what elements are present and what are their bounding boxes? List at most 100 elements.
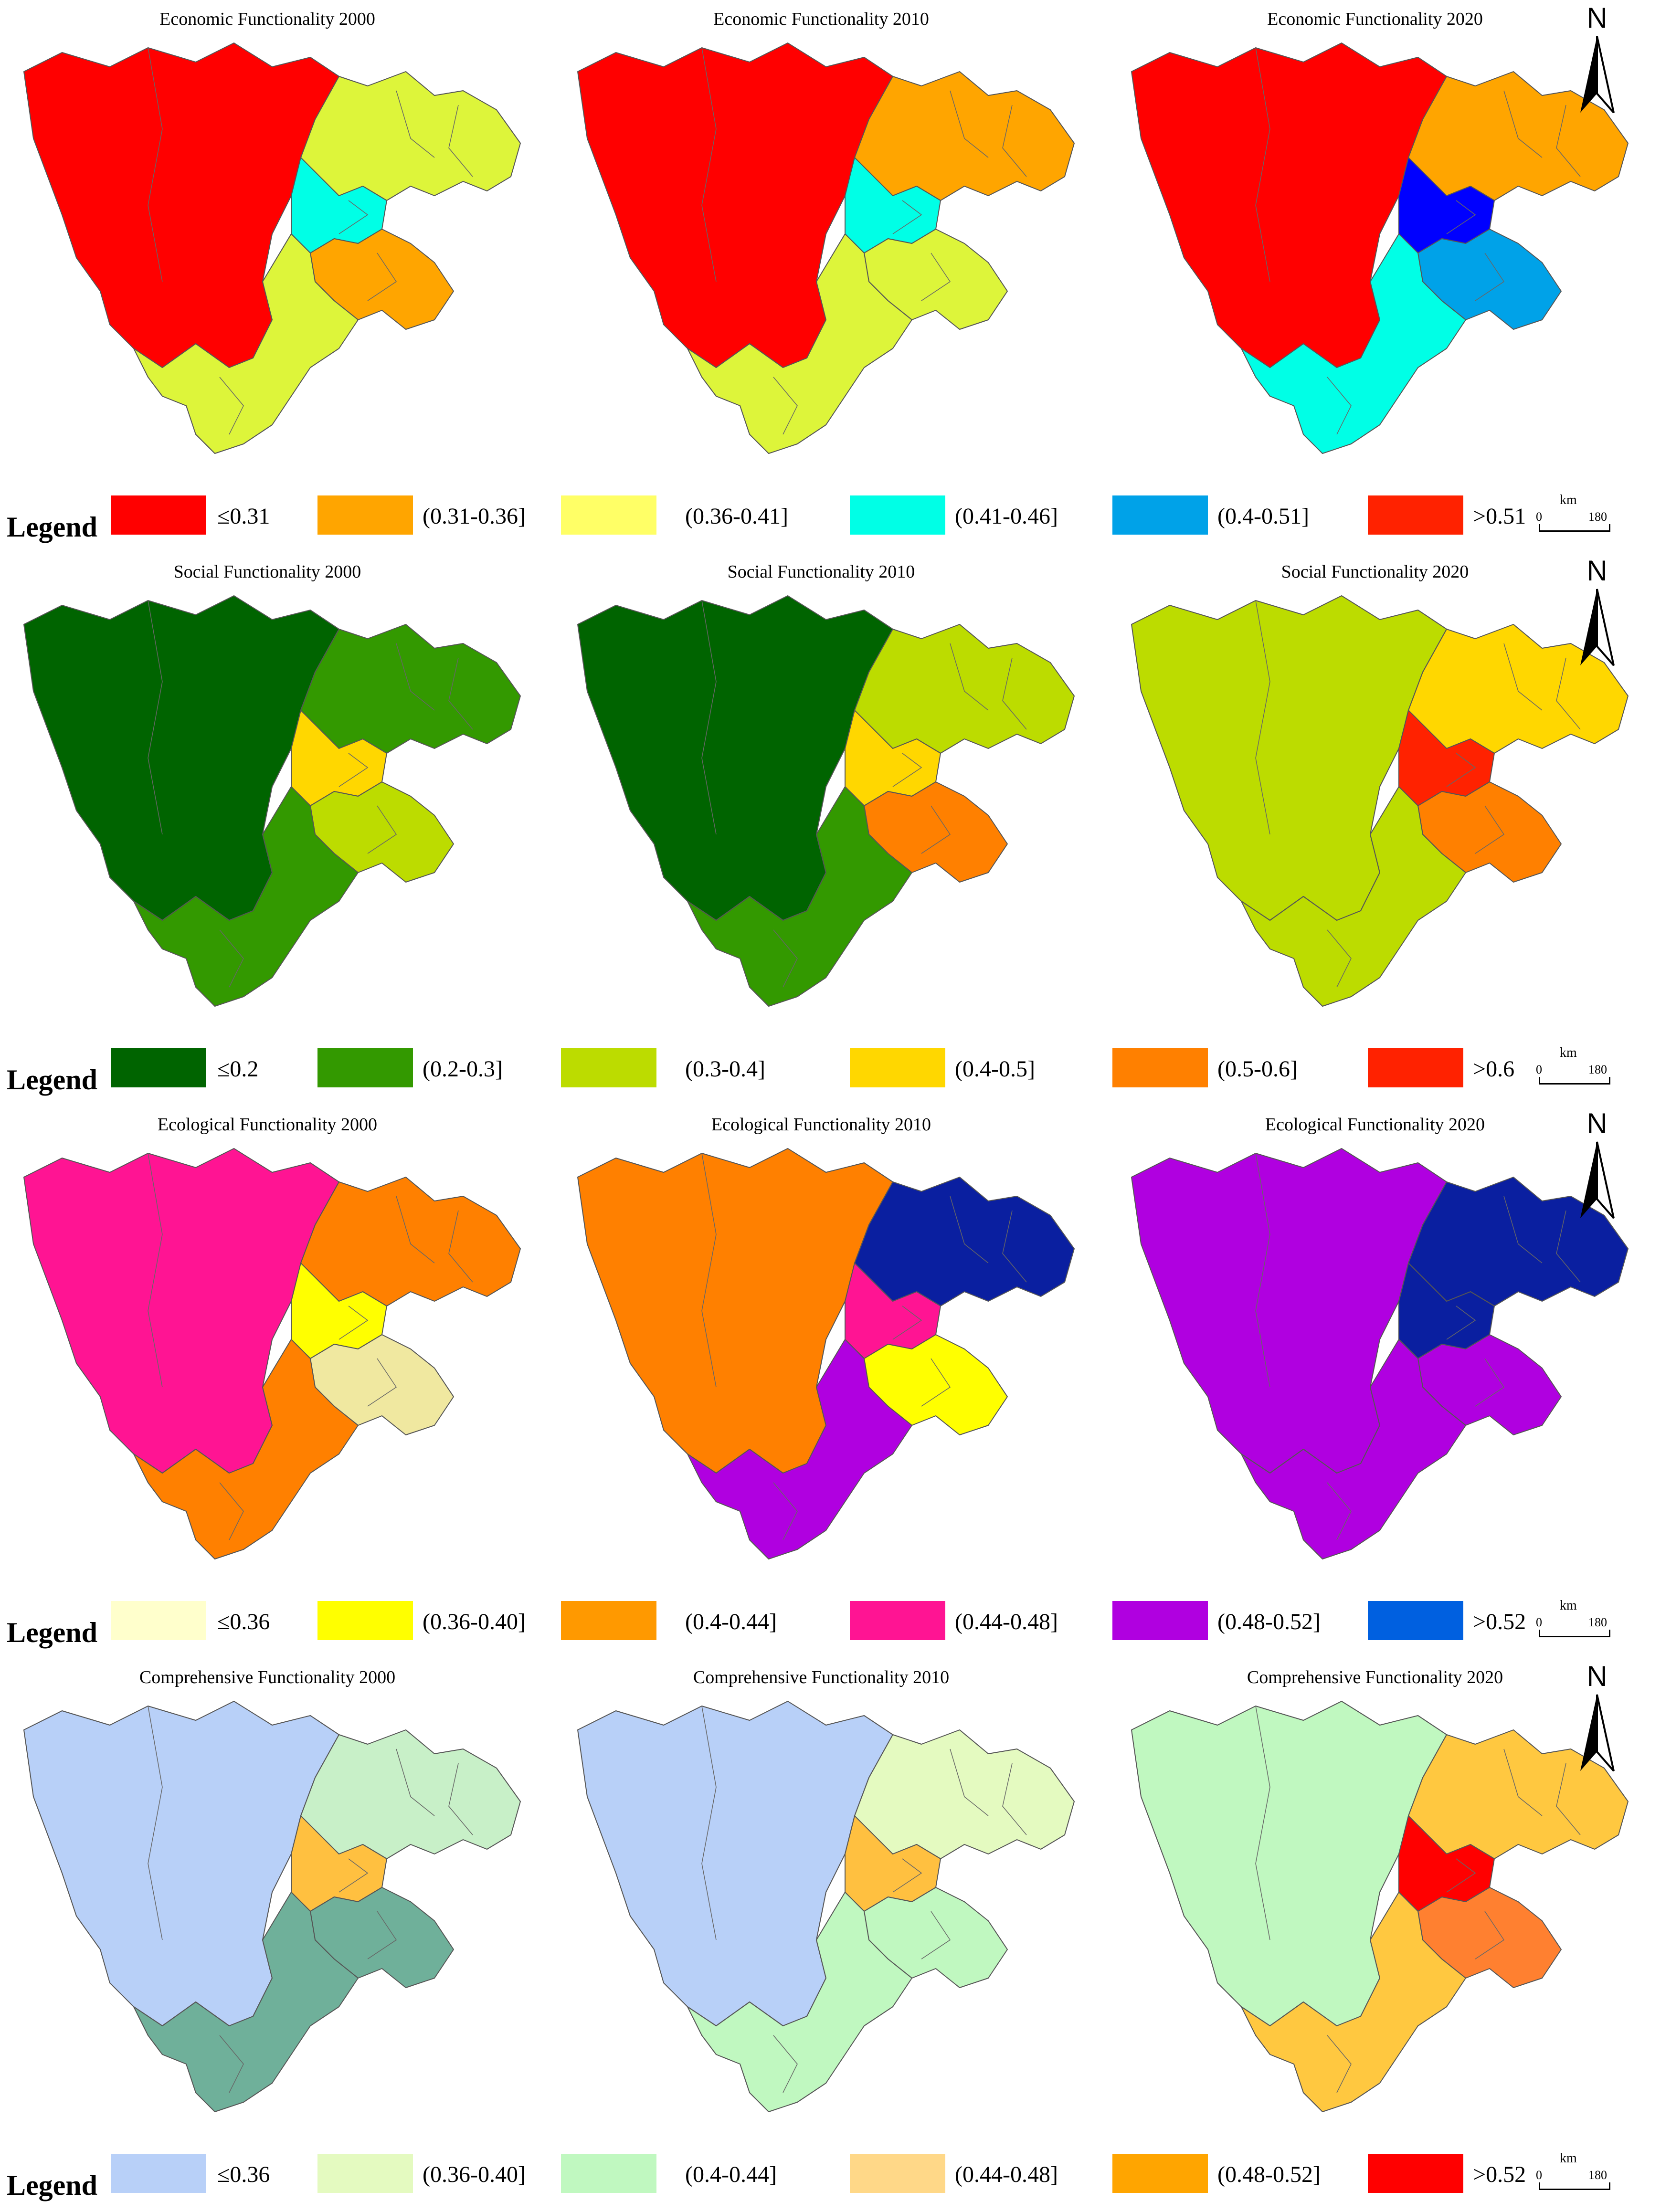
district-boundary bbox=[701, 47, 717, 282]
district-boundary bbox=[1002, 657, 1027, 730]
district-boundary bbox=[338, 1306, 369, 1340]
scale-unit: km bbox=[1560, 2151, 1577, 2166]
legend-swatch bbox=[561, 2154, 656, 2193]
legend-title: Legend bbox=[7, 2170, 98, 2201]
region-south bbox=[133, 1892, 359, 2112]
district-boundary bbox=[892, 753, 922, 787]
legend-label: (0.36-0.41] bbox=[685, 504, 788, 529]
district-boundary bbox=[1446, 753, 1476, 787]
district-boundary bbox=[950, 1749, 989, 1816]
north-label: N bbox=[1586, 1661, 1607, 1692]
province-map bbox=[577, 42, 1075, 454]
province-map bbox=[23, 1701, 521, 2112]
legend-label: ≤0.2 bbox=[217, 1056, 259, 1082]
map-title: Comprehensive Functionality 2000 bbox=[139, 1667, 396, 1687]
district-boundary bbox=[701, 1706, 717, 1940]
district-boundary bbox=[338, 753, 369, 787]
district-boundary bbox=[367, 805, 397, 854]
region-northeast bbox=[854, 624, 1075, 754]
map-title: Ecological Functionality 2000 bbox=[157, 1115, 378, 1135]
north-label: N bbox=[1586, 556, 1607, 587]
district-boundary bbox=[448, 657, 473, 730]
district-boundary bbox=[1556, 1763, 1581, 1835]
region-northeast bbox=[854, 71, 1075, 201]
legend-swatch bbox=[850, 1048, 945, 1087]
north-arrow-icon: N bbox=[1580, 1108, 1615, 1219]
map-title: Economic Functionality 2010 bbox=[713, 9, 929, 29]
scale-line bbox=[1539, 2182, 1610, 2190]
district-boundary bbox=[950, 1196, 989, 1264]
province-map bbox=[577, 1148, 1075, 1559]
province-map bbox=[23, 595, 521, 1007]
legend-swatch bbox=[111, 2154, 206, 2193]
district-boundary bbox=[773, 929, 798, 988]
legend-label: ≤0.36 bbox=[217, 2162, 270, 2187]
legend: Legend ≤0.2 (0.2-0.3] (0.3-0.4] (0.4-0.5] (0.… bbox=[0, 1045, 1671, 1098]
district-boundary bbox=[1327, 1482, 1352, 1540]
scale-min: 0 bbox=[1536, 2168, 1542, 2182]
legend-swatch bbox=[1112, 1601, 1208, 1640]
district-boundary bbox=[1327, 377, 1352, 435]
region-south bbox=[133, 233, 359, 454]
province-map bbox=[577, 595, 1075, 1007]
legend-label: (0.3-0.4] bbox=[685, 1056, 765, 1082]
district-boundary bbox=[396, 643, 435, 711]
district-boundary bbox=[367, 1358, 397, 1407]
legend-swatch bbox=[561, 495, 656, 535]
region-south bbox=[687, 1339, 912, 1559]
legend-swatch bbox=[1368, 1048, 1463, 1087]
district-boundary bbox=[1446, 1306, 1476, 1340]
district-boundary bbox=[148, 1706, 163, 1940]
region-south bbox=[1241, 233, 1466, 454]
legend-swatch bbox=[850, 2154, 945, 2193]
district-boundary bbox=[1503, 1196, 1543, 1264]
legend-swatch bbox=[1112, 495, 1208, 535]
legend-label: >0.51 bbox=[1473, 504, 1526, 529]
map-title: Economic Functionality 2000 bbox=[159, 9, 375, 29]
district-boundary bbox=[1503, 1749, 1543, 1816]
district-boundary bbox=[950, 643, 989, 711]
scale-unit: km bbox=[1560, 493, 1577, 507]
map-title: Comprehensive Functionality 2010 bbox=[693, 1667, 950, 1687]
region-south bbox=[687, 233, 912, 454]
north-arrow-light-half bbox=[1596, 36, 1615, 114]
legend-label: (0.2-0.3] bbox=[423, 1056, 503, 1082]
north-label: N bbox=[1586, 3, 1607, 34]
district-boundary bbox=[338, 200, 369, 234]
province-map bbox=[1131, 595, 1629, 1007]
legend-swatch bbox=[317, 1048, 413, 1087]
district-boundary bbox=[1475, 805, 1505, 854]
legend-label: >0.52 bbox=[1473, 2162, 1526, 2187]
district-boundary bbox=[1002, 1210, 1027, 1283]
legend-label: (0.5-0.6] bbox=[1217, 1056, 1298, 1082]
map-title: Ecological Functionality 2020 bbox=[1265, 1115, 1485, 1135]
scale-unit: km bbox=[1560, 1045, 1577, 1060]
north-arrow-light-half bbox=[1596, 1694, 1615, 1772]
district-boundary bbox=[701, 600, 717, 835]
district-boundary bbox=[219, 377, 244, 435]
region-south bbox=[133, 1339, 359, 1559]
district-boundary bbox=[1503, 90, 1543, 158]
scale-max: 180 bbox=[1588, 1615, 1607, 1629]
district-boundary bbox=[219, 1482, 244, 1540]
district-boundary bbox=[148, 600, 163, 835]
legend-label: >0.52 bbox=[1473, 1609, 1526, 1634]
north-arrow-dark-half bbox=[1580, 1695, 1597, 1771]
legend-label: (0.31-0.36] bbox=[423, 504, 526, 529]
district-boundary bbox=[921, 1358, 951, 1407]
legend-label: (0.36-0.40] bbox=[423, 2162, 526, 2187]
region-northeast bbox=[854, 1729, 1075, 1859]
district-boundary bbox=[396, 1196, 435, 1264]
scale-bar: km 0 180 bbox=[1535, 1598, 1611, 1646]
legend-label: (0.4-0.5] bbox=[955, 1056, 1035, 1082]
province-map bbox=[23, 42, 521, 454]
legend-label: (0.48-0.52] bbox=[1217, 1609, 1321, 1634]
legend-label: (0.4-0.44] bbox=[685, 2162, 777, 2187]
scale-max: 180 bbox=[1588, 1063, 1607, 1076]
district-boundary bbox=[1556, 105, 1581, 177]
district-boundary bbox=[1255, 1153, 1270, 1388]
district-boundary bbox=[219, 929, 244, 988]
district-boundary bbox=[1446, 1858, 1476, 1893]
north-arrow-dark-half bbox=[1580, 1142, 1597, 1218]
panel-row-4: Comprehensive Functionality 2000 Comprehe… bbox=[0, 1658, 1671, 2211]
